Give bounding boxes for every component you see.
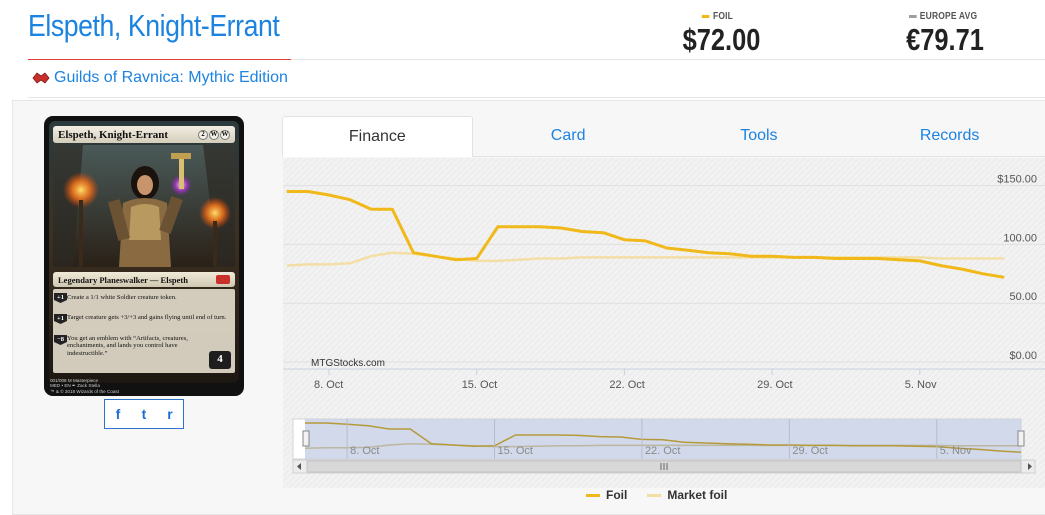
- foil-price-block: FOIL $72.00: [675, 11, 761, 58]
- legend-item-foil[interactable]: Foil: [586, 488, 627, 502]
- y-axis: $0.00 50.00 100.00 $150.00: [997, 174, 1037, 362]
- tab-bar: Finance Card Tools Records: [282, 116, 1045, 157]
- navigator-tick-label: 29. Oct: [792, 445, 827, 457]
- legend-label: Foil: [606, 488, 628, 502]
- europe-avg-price-block: EUROPE AVG €79.71: [898, 11, 988, 58]
- chart-credit[interactable]: MTGStocks.com: [311, 358, 385, 369]
- set-name[interactable]: Guilds of Ravnica: Mythic Edition: [54, 69, 288, 86]
- social-share-group: f t r: [104, 399, 184, 429]
- card-set-symbol-icon: [216, 275, 230, 284]
- mana-symbol: 2: [198, 129, 208, 140]
- set-link[interactable]: Guilds of Ravnica: Mythic Edition: [32, 69, 288, 87]
- navigator-left-handle[interactable]: [302, 430, 310, 447]
- y-tick-label: 50.00: [1009, 291, 1037, 303]
- ability-text: You get an emblem with “Artifacts, creat…: [67, 335, 188, 357]
- foil-price-label: FOIL: [681, 11, 753, 22]
- card-artist-info: MED • EN ✒ Zack Stella: [50, 383, 100, 388]
- reddit-icon[interactable]: r: [167, 406, 173, 422]
- subheader-divider: [28, 97, 1045, 98]
- title-underline: [28, 59, 291, 60]
- y-tick-label: $0.00: [1009, 350, 1037, 362]
- card-type-line: Legendary Planeswalker — Elspeth: [53, 272, 235, 287]
- tab-card[interactable]: Card: [472, 116, 664, 157]
- x-tick-label: 29. Oct: [757, 379, 792, 391]
- navigator-tick-label: 15. Oct: [498, 445, 533, 457]
- scroll-grip-icon: [660, 463, 668, 470]
- guild-set-icon: [32, 72, 50, 84]
- loyalty-cost: +1: [54, 314, 67, 324]
- loyalty-box: 4: [209, 351, 231, 369]
- foil-dash-icon: [701, 15, 710, 18]
- card-name-bar: Elspeth, Knight-Errant 2 W W: [53, 126, 235, 143]
- series-lines: [286, 190, 1005, 279]
- navigator-lines: [304, 422, 1022, 453]
- legend-item-market-foil[interactable]: Market foil: [647, 488, 727, 502]
- card-text-box: +1 Create a 1/1 white Soldier creature t…: [53, 289, 235, 373]
- tab-tools[interactable]: Tools: [663, 116, 855, 157]
- x-tick-label: 5. Nov: [905, 379, 937, 391]
- card-collector-info: 001/008 M Masterpiece: [50, 377, 99, 383]
- legend-label: Market foil: [667, 488, 728, 502]
- foil-price-value: $72.00: [682, 22, 761, 57]
- chart-legend: Foil Market foil: [586, 488, 727, 502]
- loyalty-cost: +1: [54, 293, 67, 303]
- tab-records[interactable]: Records: [854, 116, 1045, 157]
- loyalty-cost: −8: [54, 335, 67, 345]
- europe-label-text: EUROPE AVG: [919, 11, 978, 22]
- card-copyright: ™ & © 2018 Wizards of the Coast: [50, 388, 120, 394]
- ability-text: Target creature gets +3/+3 and gains fly…: [67, 314, 227, 321]
- price-chart[interactable]: $0.00 50.00 100.00 $150.00 8. Oct 15. Oct 22.…: [283, 158, 1045, 515]
- europe-avg-label: EUROPE AVG: [905, 11, 982, 22]
- chart-navigator[interactable]: 8. Oct 15. Oct 22. Oct 29. Oct 5. Nov: [292, 418, 1036, 474]
- ability-row: +1 Create a 1/1 white Soldier creature t…: [54, 293, 232, 303]
- legend-swatch: [586, 493, 600, 497]
- europe-avg-price-value: €79.71: [906, 22, 984, 57]
- legend-swatch: [647, 493, 662, 497]
- price-chart-svg[interactable]: $0.00 50.00 100.00 $150.00 8. Oct 15. Oct 22.…: [283, 158, 1045, 488]
- card-image-name: Elspeth, Knight-Errant: [58, 128, 169, 141]
- x-tick-label: 15. Oct: [462, 379, 497, 391]
- x-tick-label: 22. Oct: [609, 379, 644, 391]
- europe-dash-icon: [908, 15, 917, 18]
- ability-text: Create a 1/1 white Soldier creature toke…: [67, 294, 177, 301]
- navigator-tick-label: 8. Oct: [350, 445, 379, 457]
- page-title: Elspeth, Knight-Errant: [28, 8, 280, 43]
- ability-row: +1 Target creature gets +3/+3 and gains …: [54, 314, 232, 324]
- twitter-icon[interactable]: t: [141, 406, 147, 422]
- mana-symbol: W: [220, 129, 230, 140]
- mana-symbol: W: [209, 129, 219, 140]
- card-footer: 001/008 M Masterpiece MED • EN ✒ Zack St…: [50, 378, 119, 395]
- y-tick-label: $150.00: [997, 174, 1037, 186]
- header-divider: [291, 59, 1045, 60]
- series-line-foil: [286, 190, 1005, 279]
- navigator-tick-label: 5. Nov: [940, 445, 972, 457]
- tab-finance[interactable]: Finance: [282, 116, 473, 157]
- facebook-icon[interactable]: f: [115, 406, 121, 422]
- x-axis: 8. Oct 15. Oct 22. Oct 29. Oct 5. Nov: [314, 369, 937, 391]
- card-art: [53, 145, 235, 267]
- card-frame: Elspeth, Knight-Errant 2 W W: [49, 121, 239, 383]
- y-tick-label: 100.00: [1003, 232, 1037, 244]
- navigator-line-foil: [305, 422, 1022, 453]
- ability-row: −8 You get an emblem with “Artifacts, cr…: [54, 335, 207, 357]
- navigator-right-handle[interactable]: [1017, 430, 1025, 447]
- foil-label-text: FOIL: [712, 11, 734, 22]
- scroll-right-arrow-icon[interactable]: [1028, 463, 1032, 470]
- card-type-text: Legendary Planeswalker — Elspeth: [58, 274, 188, 285]
- navigator-tick-label: 22. Oct: [645, 445, 680, 457]
- navigator-axis: 8. Oct 15. Oct 22. Oct 29. Oct 5. Nov: [346, 419, 972, 459]
- card-image[interactable]: Elspeth, Knight-Errant 2 W W: [44, 116, 244, 396]
- mana-cost: 2 W W: [198, 129, 230, 140]
- x-tick-label: 8. Oct: [314, 379, 343, 391]
- scroll-left-arrow-icon[interactable]: [297, 463, 301, 470]
